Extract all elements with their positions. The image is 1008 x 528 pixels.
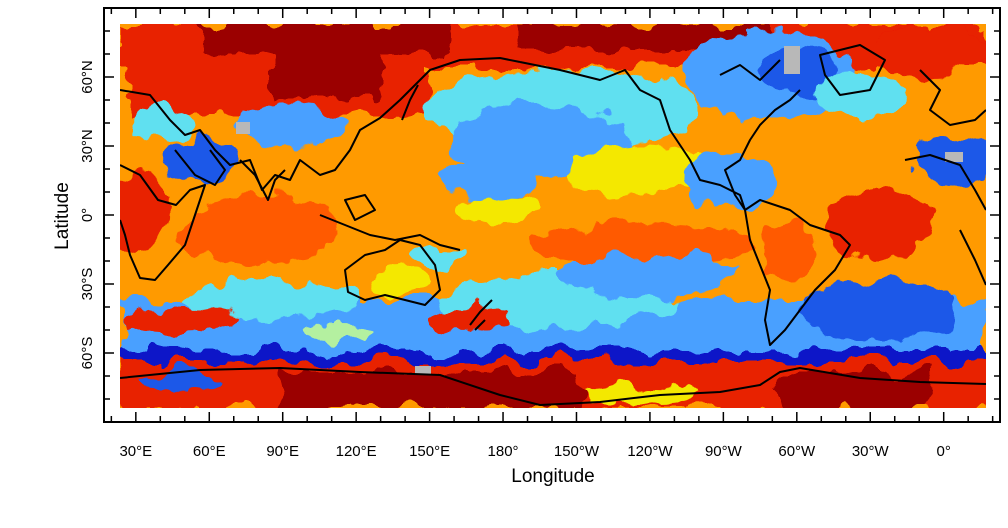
coast-indonesia — [319, 214, 461, 251]
patch-mideast-cyan — [130, 107, 190, 143]
coast-europe — [919, 69, 986, 126]
lon-tick-label: 60°E — [193, 443, 226, 460]
patch-south-warm-red-2 — [430, 308, 510, 332]
lat-tick-label: 30°N — [79, 129, 96, 163]
lon-tick-label: 120°E — [336, 443, 377, 460]
axis-labels: 30°E 60°E 90°E 120°E 150°E 180° 150°W 120°W 90°W… — [79, 60, 951, 460]
patch-amazon-orange — [760, 220, 820, 280]
anomaly-field — [120, 24, 986, 408]
patch-accent-cyan-1 — [415, 245, 465, 265]
coast-india — [239, 159, 286, 201]
lat-tick-label: 60°S — [79, 337, 96, 370]
coast-south-america — [744, 199, 851, 346]
missing-data-3 — [945, 152, 963, 162]
patch-accent-green-1 — [305, 322, 375, 338]
lat-tick-label: 30°S — [79, 268, 96, 301]
coast-borneo — [344, 194, 376, 221]
coast-japan — [401, 84, 419, 121]
patch-accent-yellow-1 — [460, 198, 540, 222]
patch-south-atlantic-blue — [800, 280, 960, 340]
coastlines — [120, 44, 986, 406]
patch-npacific-dblue — [440, 158, 540, 202]
patch-tropical-pacific-red — [530, 223, 750, 267]
patch-accent-yellow-2 — [370, 265, 430, 295]
patch-asia-darkred — [270, 40, 380, 100]
coast-hudson — [719, 59, 781, 81]
coast-eurasia — [120, 57, 521, 191]
coast-new-zealand — [469, 299, 493, 331]
missing-data-4 — [415, 366, 431, 374]
lon-tick-label: 60°W — [778, 443, 816, 460]
patch-natlantic-red — [870, 25, 986, 75]
patch-antarctic-cold — [140, 370, 220, 394]
missing-data-1 — [784, 46, 800, 74]
patch-indian-ocean-red — [180, 195, 340, 265]
patch-antarctic-darkred — [280, 372, 580, 408]
lon-tick-label: 30°E — [119, 443, 152, 460]
patch-tropical-atlantic-red — [825, 190, 935, 260]
lon-tick-label: 30°W — [852, 443, 890, 460]
coast-arabia — [174, 149, 226, 186]
patch-npacific-yellow — [570, 145, 710, 195]
patch-south-indian-cyan — [180, 282, 360, 318]
coast-africa — [120, 164, 206, 281]
coast-north-america — [519, 61, 801, 211]
patch-south-warm-red — [120, 308, 240, 332]
lon-tick-label: 150°W — [554, 443, 600, 460]
coast-australia — [344, 239, 441, 306]
patch-south-pacific-blue — [560, 255, 740, 295]
coast-greenland — [819, 44, 886, 96]
patch-greenland-cyan — [815, 73, 905, 117]
x-axis-title: Longitude — [511, 466, 594, 487]
lon-tick-label: 120°W — [627, 443, 673, 460]
patch-tibet-blue — [235, 105, 345, 145]
lon-tick-label: 90°E — [266, 443, 299, 460]
lon-tick-label: 90°W — [705, 443, 743, 460]
coast-antarctica — [120, 367, 986, 406]
patch-southern-dblue — [120, 350, 986, 362]
lon-tick-label: 180° — [488, 443, 519, 460]
y-axis-title: Latitude — [52, 182, 73, 250]
coast-west-africa — [904, 154, 986, 211]
coast-southern-africa — [959, 229, 986, 286]
lon-tick-label: 0° — [937, 443, 951, 460]
lat-tick-label: 0° — [79, 208, 96, 222]
lon-tick-label: 150°E — [409, 443, 450, 460]
patch-iran-blue — [165, 138, 235, 182]
lat-tick-label: 60°N — [79, 60, 96, 94]
missing-data-2 — [236, 122, 250, 134]
patch-africa-red — [120, 170, 170, 250]
axis-ticks — [104, 8, 1000, 422]
